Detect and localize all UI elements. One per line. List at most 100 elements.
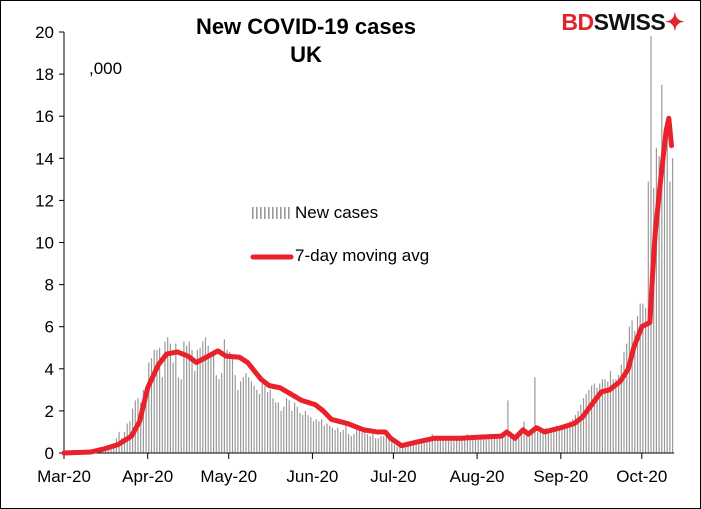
bar: [231, 358, 234, 453]
bar: [650, 36, 652, 454]
bar: [204, 337, 207, 453]
bar: [564, 425, 566, 453]
bar: [623, 351, 625, 453]
bar: [437, 438, 439, 453]
bar: [275, 402, 277, 453]
bar: [653, 187, 655, 453]
bar: [496, 436, 498, 453]
x-tick-label: Mar-20: [37, 467, 91, 486]
bar: [348, 434, 350, 453]
bar: [596, 387, 598, 453]
bar: [453, 436, 455, 453]
bar: [663, 162, 666, 453]
bar: [383, 436, 385, 453]
bar: [237, 389, 239, 453]
bar: [607, 381, 609, 453]
bar: [358, 427, 360, 453]
bar: [518, 436, 520, 453]
bar: [582, 398, 585, 453]
moving-average-line: [61, 115, 674, 456]
bar: [585, 394, 587, 453]
bar: [145, 389, 147, 453]
bar: [269, 389, 271, 453]
y-tick-label: 6: [45, 318, 54, 337]
bar: [261, 383, 263, 453]
bar: [547, 429, 549, 453]
legend-bar-swatch: [280, 207, 282, 219]
bar: [572, 419, 574, 453]
bar: [539, 431, 541, 453]
bar: [515, 434, 517, 453]
bar: [445, 438, 447, 453]
bar: [485, 436, 487, 453]
bar: [172, 362, 174, 453]
y-tick-label: 2: [45, 402, 54, 421]
bar: [277, 402, 279, 453]
bar: [469, 436, 471, 453]
bar: [483, 438, 485, 453]
legend-bar-swatch: [256, 207, 258, 219]
bar: [299, 413, 301, 453]
y-tick-label: 12: [35, 191, 54, 210]
bar: [334, 429, 336, 453]
legend-bar-swatch: [284, 207, 286, 219]
bar: [626, 343, 628, 453]
bar: [639, 303, 641, 453]
bar: [550, 429, 552, 453]
bar: [591, 385, 593, 453]
bar: [412, 442, 414, 453]
bar: [345, 425, 347, 453]
bar: [618, 375, 620, 453]
legend-bar-swatch: [252, 207, 254, 219]
bar: [356, 429, 358, 453]
bar: [612, 379, 614, 453]
unit-label: ,000: [89, 59, 123, 78]
bar: [221, 373, 223, 453]
bar: [315, 419, 317, 453]
bar: [636, 316, 639, 453]
bar: [121, 438, 123, 453]
bar: [258, 394, 261, 453]
bar: [645, 307, 647, 453]
bar: [429, 440, 431, 453]
bar: [480, 438, 482, 453]
bar: [194, 370, 196, 453]
bar: [372, 434, 374, 453]
bar: [545, 427, 547, 453]
bar: [504, 434, 506, 453]
bar: [456, 438, 458, 453]
bar: [672, 158, 674, 454]
bar: [326, 423, 328, 453]
bar: [396, 446, 398, 453]
bar: [461, 436, 463, 453]
bar: [407, 444, 409, 453]
y-tick-label: 18: [35, 65, 54, 84]
legend-label-line: 7-day moving avg: [295, 246, 430, 265]
bar: [329, 425, 331, 453]
bar: [207, 345, 209, 453]
bar: [555, 425, 558, 453]
bar: [410, 442, 412, 453]
bar: [215, 375, 217, 453]
chart-subtitle: UK: [290, 42, 322, 67]
bar: [337, 427, 339, 453]
bar: [350, 436, 352, 453]
bar: [520, 434, 522, 453]
bar: [523, 421, 525, 453]
bar: [331, 427, 333, 453]
bar: [188, 341, 190, 453]
bar: [253, 385, 255, 453]
chart-title: New COVID-19 cases: [195, 14, 417, 39]
bar: [447, 436, 450, 453]
bar: [561, 425, 563, 453]
bar: [218, 379, 220, 453]
x-tick-label: May-20: [200, 467, 257, 486]
bar: [464, 438, 466, 453]
x-tick-label: Sep-20: [533, 467, 588, 486]
bar: [159, 347, 161, 453]
bar: [169, 343, 171, 453]
bar: [431, 434, 433, 453]
bar: [318, 421, 320, 453]
